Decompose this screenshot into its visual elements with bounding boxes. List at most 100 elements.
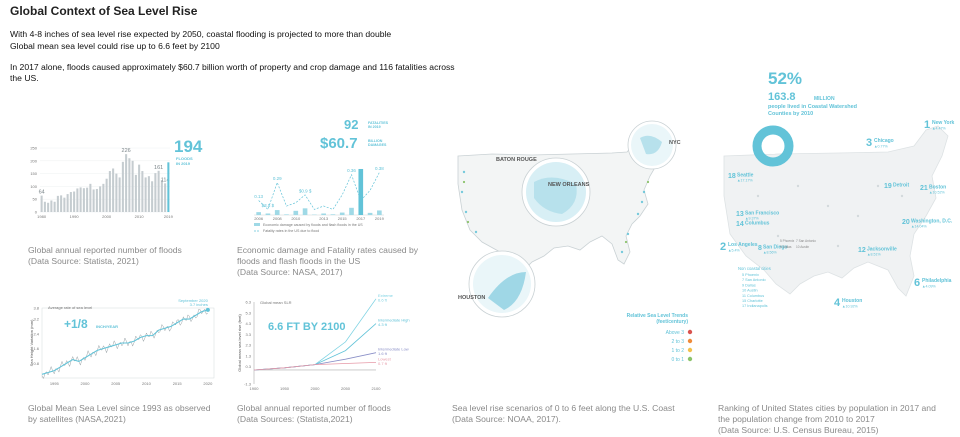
trend-legend-dot — [687, 356, 693, 362]
scenario-end-label: 4.3 ft — [378, 322, 388, 327]
bar — [157, 170, 160, 212]
fatality-data-label: $0.9 $ — [299, 188, 312, 193]
city-name: Detroit — [893, 183, 909, 189]
city-change: ▲17.17% — [737, 179, 754, 183]
city-change: ▲10.52% — [929, 191, 946, 195]
x-tick-label: 2015 — [338, 216, 348, 221]
scenario-end-label: 0.7 ft — [378, 361, 388, 366]
coastal-population-unit: MILLION — [814, 96, 835, 102]
gmsl-observations — [41, 308, 209, 380]
county-dots — [756, 184, 904, 248]
city-rank: 12 — [858, 247, 866, 254]
x-tick-label: 2000 — [102, 214, 112, 219]
damage-bar — [367, 212, 373, 215]
damage-bar — [302, 208, 308, 215]
city-change: ▲8.51% — [867, 253, 882, 257]
city-name: Boston — [929, 185, 946, 191]
trend-legend-dot — [687, 329, 693, 335]
fatality-line — [258, 172, 380, 211]
nyc-water — [640, 135, 662, 155]
intro-line-2: Global mean sea level could rise up to 6… — [10, 41, 220, 51]
city-name: Washington, D.C. — [911, 219, 953, 225]
caption-damage-line-2: floods and flash floods in the US — [237, 256, 361, 266]
damage-bar — [256, 212, 261, 215]
damage-big-label-1: BILLION — [368, 139, 383, 143]
city-change: ▲0.77% — [874, 145, 889, 149]
scenario-line — [253, 298, 377, 371]
trend-legend-title-1: Relative Sea Level Trends — [627, 313, 689, 319]
x-tick-label: 1980 — [37, 214, 47, 219]
bar — [160, 180, 163, 212]
bar — [63, 197, 66, 212]
gmsl-endpoint — [205, 307, 210, 312]
y-tick-label: 6.3 — [245, 300, 251, 305]
caption-damage: Economic damage and Fatality rates cause… — [237, 245, 418, 278]
bar-data-label: 64 — [39, 190, 45, 196]
trend-legend-title-2: (feet/century) — [656, 319, 688, 325]
y-tick-label: 3.2 — [33, 317, 39, 322]
fatalities-big-number: 92 — [344, 117, 358, 132]
x-tick-label: 2010 — [142, 381, 152, 386]
damage-fatality-chart: 0.13 $3.5 $ 0.29 $0.9 $ 0.36 0.38 2006 2008 2010… — [244, 117, 444, 243]
damage-bar — [274, 210, 280, 215]
fatality-data-label: 0.36 — [347, 168, 356, 173]
nyc-label: NYC — [669, 140, 681, 146]
intro-line-4: the US. — [10, 73, 39, 83]
bar — [125, 154, 128, 212]
city-rank: 6 — [914, 277, 920, 289]
y-tick-label: 50 — [33, 197, 38, 202]
bar — [108, 171, 111, 212]
legend-label-fatality: Fatality rates in the US due to flood — [263, 229, 319, 233]
x-tick-label: 2006 — [254, 216, 264, 221]
bar — [154, 173, 157, 212]
scenario-line — [253, 362, 377, 371]
bar — [102, 183, 105, 212]
floods-bar-chart: 0 50 100 150 200 250 64 226 161 114 194 1980 1990 200… — [28, 134, 228, 224]
noncoastal-item: 9 Dallas — [742, 283, 756, 287]
new-orleans-label: NEW ORLEANS — [548, 182, 590, 188]
y-tick-label: 3.3 — [245, 332, 251, 337]
projection-annotation: Global mean SLR — [260, 300, 292, 305]
bar — [134, 174, 137, 212]
gmsl-big-label: +1/8 — [64, 317, 88, 331]
city-rank: 8 — [758, 245, 762, 252]
city-name: Columbus — [745, 221, 770, 227]
bar — [60, 195, 63, 212]
bar-data-label: 114 — [161, 177, 170, 183]
city-change: ▲8.56% — [763, 251, 778, 255]
bar — [92, 189, 95, 212]
bar — [76, 188, 79, 212]
city-name: Philadelphia — [922, 278, 952, 284]
bar — [112, 168, 115, 212]
bar — [95, 188, 98, 212]
city-markers: 1 New York▲4.47% 2 Los Angeles▲5.4% 3 Chicago… — [720, 119, 955, 309]
caption-coast-line-1: Sea level rise scenarios of 0 to 6 feet … — [452, 403, 675, 413]
city-rank: 20 — [902, 219, 910, 226]
x-tick-label: 2020 — [203, 381, 213, 386]
floods-big-label-2: IN 2019 — [176, 161, 191, 166]
y-tick-label: 200 — [30, 158, 37, 163]
caption-damage-line-3: (Data Source: NASA, 2017) — [237, 267, 343, 277]
caption-cities-line-1: Ranking of United States cities by popul… — [718, 403, 936, 413]
fatalities-big-label-2: IN 2019 — [368, 125, 381, 129]
damage-bar — [339, 212, 345, 215]
city-change: ▲10.92% — [842, 305, 859, 309]
city-name: Chicago — [874, 138, 894, 144]
damage-bar — [321, 213, 326, 215]
caption-cities-line-2: the population change from 2010 to 2017 — [718, 414, 875, 424]
bar — [144, 177, 147, 212]
scenario-name: Extreme — [378, 293, 394, 298]
damage-bar — [377, 210, 382, 215]
gmsl-line-chart-svg: 0.8 1.6 2.4 3.2 3.8 1995 2000 2005 2010 2015 2020 S… — [29, 298, 215, 386]
x-tick-label: 1900 — [250, 386, 260, 391]
damage-bar — [358, 168, 364, 215]
gmsl-end-label-1: September 2020 — [178, 298, 208, 303]
bar — [105, 178, 108, 212]
plot-frame — [41, 307, 215, 379]
bar — [99, 186, 102, 212]
caption-cities: Ranking of United States cities by popul… — [718, 403, 936, 436]
new-orleans-water — [534, 177, 577, 214]
x-tick-label: 1995 — [50, 381, 60, 386]
scenario-name: Intermediate Low — [378, 347, 409, 352]
gmsl-annotation: Average rate of sea level — [48, 305, 92, 310]
